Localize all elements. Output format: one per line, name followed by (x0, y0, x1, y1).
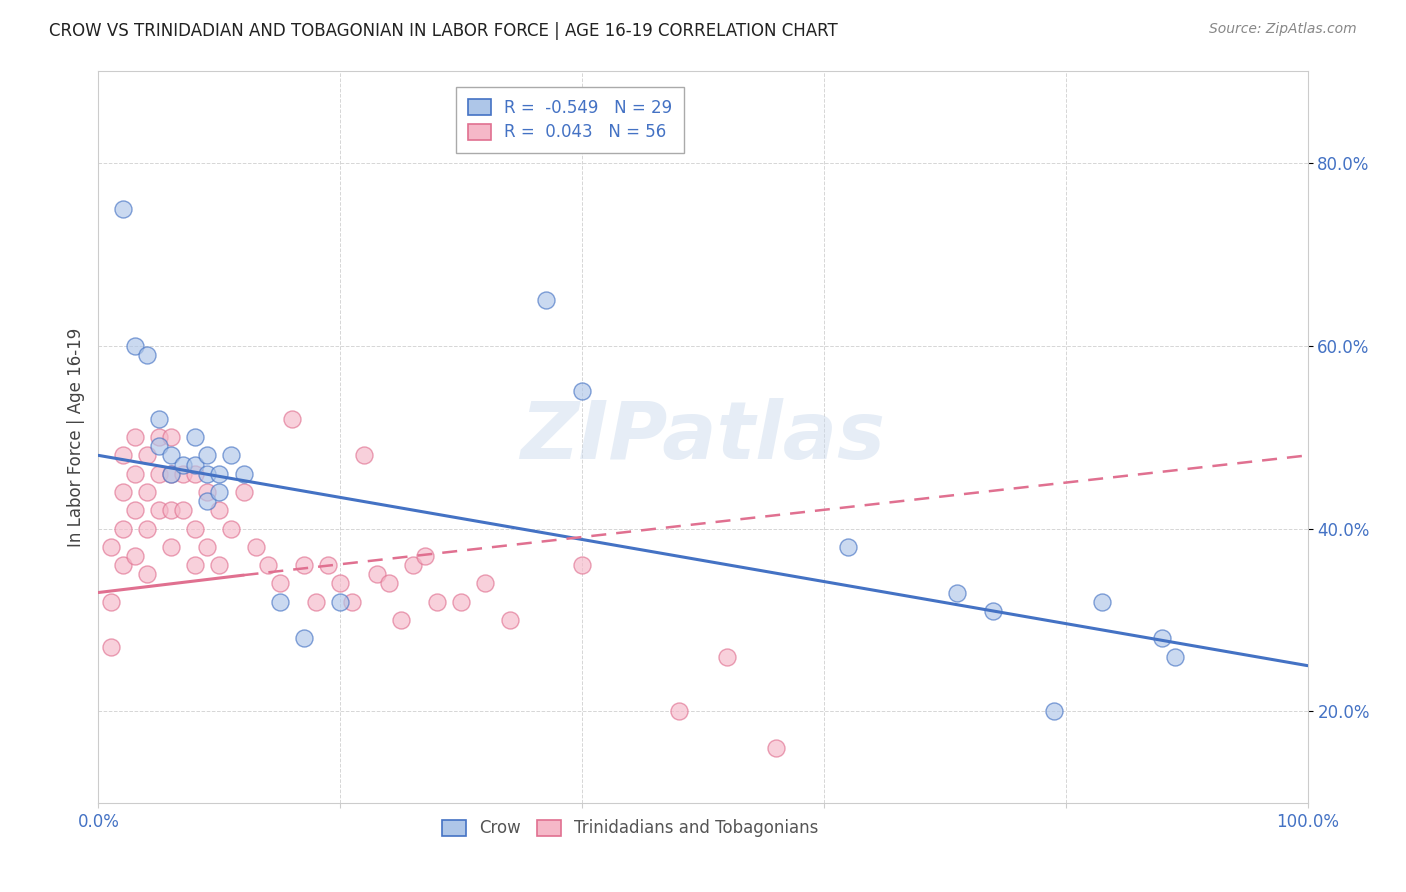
Point (1042, 705, 1064, 719)
Point (221, 448, 243, 462)
Point (148, 430, 170, 444)
Point (413, 549, 436, 563)
Point (172, 467, 194, 481)
Point (450, 594, 472, 608)
Point (195, 467, 218, 481)
Point (534, 293, 557, 307)
Point (981, 604, 1004, 618)
Point (124, 338, 146, 352)
Point (668, 705, 690, 719)
Point (148, 439, 170, 453)
Point (208, 467, 231, 481)
Point (208, 503, 231, 517)
Point (111, 485, 134, 500)
Text: ZIPatlas: ZIPatlas (520, 398, 886, 476)
Point (148, 412, 170, 426)
Point (765, 740, 787, 755)
Point (195, 494, 218, 508)
Point (135, 521, 157, 535)
Point (148, 503, 170, 517)
Point (148, 467, 170, 481)
Point (111, 558, 134, 573)
Point (160, 467, 183, 481)
Point (716, 649, 738, 664)
Point (208, 558, 231, 573)
Point (292, 632, 315, 646)
Text: CROW VS TRINIDADIAN AND TOBAGONIAN IN LABOR FORCE | AGE 16-19 CORRELATION CHART: CROW VS TRINIDADIAN AND TOBAGONIAN IN LA… (49, 22, 838, 40)
Point (184, 558, 207, 573)
Point (245, 540, 267, 554)
Point (195, 540, 218, 554)
Point (329, 576, 352, 591)
Point (160, 503, 183, 517)
Point (232, 467, 254, 481)
Y-axis label: In Labor Force | Age 16-19: In Labor Force | Age 16-19 (66, 327, 84, 547)
Point (160, 467, 183, 481)
Point (1091, 594, 1114, 608)
Point (184, 521, 207, 535)
Point (111, 448, 134, 462)
Point (221, 521, 243, 535)
Point (269, 576, 291, 591)
Point (135, 485, 157, 500)
Text: Source: ZipAtlas.com: Source: ZipAtlas.com (1209, 22, 1357, 37)
Point (135, 567, 157, 582)
Point (124, 503, 146, 517)
Point (269, 594, 291, 608)
Point (946, 585, 969, 599)
Point (195, 448, 218, 462)
Point (1152, 632, 1174, 646)
Point (1163, 649, 1185, 664)
Point (571, 558, 593, 573)
Point (342, 594, 364, 608)
Point (135, 348, 157, 362)
Point (111, 521, 134, 535)
Point (329, 594, 352, 608)
Point (160, 540, 183, 554)
Point (256, 558, 278, 573)
Point (316, 558, 339, 573)
Point (160, 448, 183, 462)
Point (305, 594, 328, 608)
Point (366, 567, 388, 582)
Point (195, 485, 218, 500)
Point (184, 467, 207, 481)
Point (498, 613, 520, 627)
Point (100, 540, 122, 554)
Point (208, 485, 231, 500)
Point (281, 412, 304, 426)
Point (124, 430, 146, 444)
Point (232, 485, 254, 500)
Point (124, 549, 146, 563)
Point (474, 576, 496, 591)
Point (100, 640, 122, 655)
Point (389, 613, 412, 627)
Point (135, 448, 157, 462)
Point (353, 448, 375, 462)
Legend: Crow, Trinidadians and Tobagonians: Crow, Trinidadians and Tobagonians (434, 811, 827, 846)
Point (124, 467, 146, 481)
Point (100, 594, 122, 608)
Point (426, 594, 449, 608)
Point (184, 458, 207, 472)
Point (160, 430, 183, 444)
Point (377, 576, 399, 591)
Point (837, 540, 859, 554)
Point (184, 430, 207, 444)
Point (172, 503, 194, 517)
Point (292, 558, 315, 573)
Point (571, 384, 593, 399)
Point (111, 202, 134, 216)
Point (172, 458, 194, 472)
Point (402, 558, 425, 573)
